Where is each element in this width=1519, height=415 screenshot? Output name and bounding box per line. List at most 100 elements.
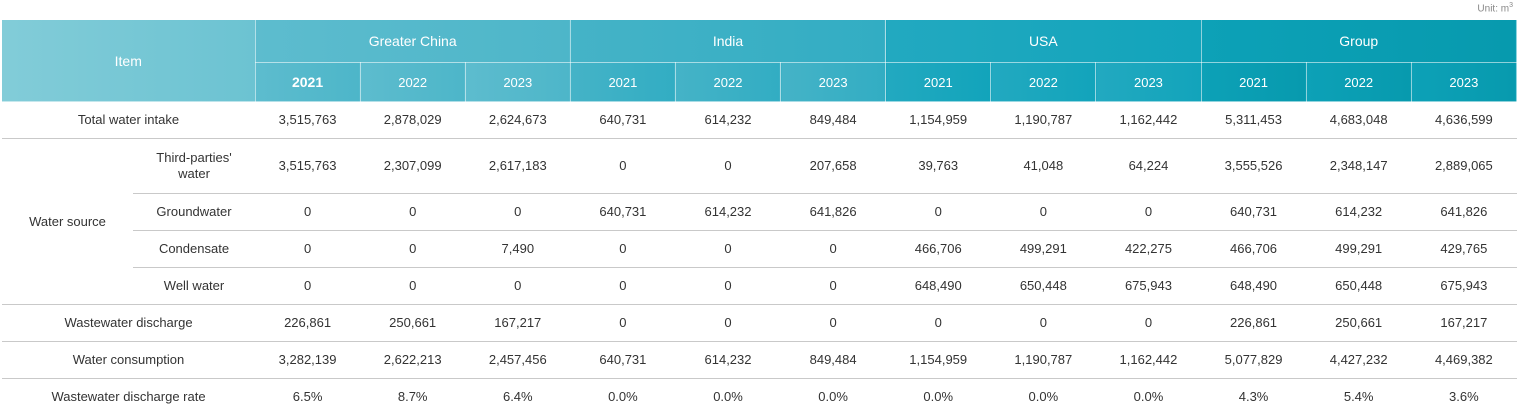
table-cell: 207,658 bbox=[781, 139, 886, 194]
header-region-india: India bbox=[570, 20, 885, 63]
header-year: 2023 bbox=[465, 63, 570, 102]
table-cell: 4,427,232 bbox=[1306, 342, 1411, 379]
table-cell: 614,232 bbox=[675, 194, 780, 231]
table-cell: 0.0% bbox=[1096, 379, 1201, 415]
table-cell: 4,683,048 bbox=[1306, 102, 1411, 139]
table-cell: 39,763 bbox=[886, 139, 991, 194]
table-cell: 1,190,787 bbox=[991, 102, 1096, 139]
table-cell: 3,515,763 bbox=[255, 139, 360, 194]
table-cell: 2,457,456 bbox=[465, 342, 570, 379]
row-label: Wastewater discharge rate bbox=[2, 379, 255, 415]
unit-label: Unit: m3 bbox=[1477, 2, 1513, 14]
header-year: 2021 bbox=[886, 63, 991, 102]
row-label: Wastewater discharge bbox=[2, 305, 255, 342]
table-cell: 0 bbox=[570, 231, 675, 268]
table-cell: 250,661 bbox=[360, 305, 465, 342]
header-year: 2022 bbox=[1306, 63, 1411, 102]
table-cell: 0 bbox=[570, 268, 675, 305]
header-year: 2023 bbox=[1096, 63, 1201, 102]
table-cell: 2,622,213 bbox=[360, 342, 465, 379]
table-cell: 2,624,673 bbox=[465, 102, 570, 139]
row-label: Water consumption bbox=[2, 342, 255, 379]
row-label: Third-parties' water bbox=[133, 139, 255, 194]
table-cell: 1,162,442 bbox=[1096, 342, 1201, 379]
table-cell: 0.0% bbox=[991, 379, 1096, 415]
row-label: Condensate bbox=[133, 231, 255, 268]
table-cell: 4,469,382 bbox=[1411, 342, 1516, 379]
table-cell: 849,484 bbox=[781, 342, 886, 379]
table-cell: 167,217 bbox=[465, 305, 570, 342]
table-cell: 5.4% bbox=[1306, 379, 1411, 415]
table-cell: 0 bbox=[675, 139, 780, 194]
table-cell: 0 bbox=[465, 194, 570, 231]
header-year: 2021 bbox=[255, 63, 360, 102]
header-year: 2022 bbox=[675, 63, 780, 102]
table-cell: 640,731 bbox=[570, 194, 675, 231]
table-cell: 0 bbox=[781, 231, 886, 268]
table-cell: 640,731 bbox=[570, 102, 675, 139]
table-cell: 1,190,787 bbox=[991, 342, 1096, 379]
table-cell: 499,291 bbox=[991, 231, 1096, 268]
header-region-greater-china: Greater China bbox=[255, 20, 570, 63]
table-cell: 648,490 bbox=[1201, 268, 1306, 305]
table-cell: 0.0% bbox=[886, 379, 991, 415]
table-cell: 650,448 bbox=[1306, 268, 1411, 305]
table-cell: 2,617,183 bbox=[465, 139, 570, 194]
water-data-table: Item Greater China India USA Group 2021 … bbox=[2, 20, 1517, 415]
table-cell: 0 bbox=[255, 231, 360, 268]
table-cell: 0 bbox=[886, 194, 991, 231]
table-cell: 0 bbox=[360, 231, 465, 268]
header-region-group: Group bbox=[1201, 20, 1517, 63]
table-cell: 2,878,029 bbox=[360, 102, 465, 139]
table-cell: 0.0% bbox=[570, 379, 675, 415]
table-cell: 0 bbox=[465, 268, 570, 305]
table-cell: 675,943 bbox=[1096, 268, 1201, 305]
table-cell: 0 bbox=[675, 268, 780, 305]
table-cell: 8.7% bbox=[360, 379, 465, 415]
table-cell: 648,490 bbox=[886, 268, 991, 305]
table-cell: 466,706 bbox=[1201, 231, 1306, 268]
table-cell: 614,232 bbox=[675, 342, 780, 379]
table-cell: 0 bbox=[1096, 194, 1201, 231]
table-cell: 0 bbox=[675, 231, 780, 268]
table-cell: 41,048 bbox=[991, 139, 1096, 194]
table-cell: 4.3% bbox=[1201, 379, 1306, 415]
header-year: 2021 bbox=[570, 63, 675, 102]
table-cell: 0.0% bbox=[675, 379, 780, 415]
row-group-label: Water source bbox=[2, 139, 133, 305]
table-cell: 0 bbox=[991, 194, 1096, 231]
table-cell: 3.6% bbox=[1411, 379, 1516, 415]
table-cell: 650,448 bbox=[991, 268, 1096, 305]
table-cell: 3,555,526 bbox=[1201, 139, 1306, 194]
table-cell: 2,307,099 bbox=[360, 139, 465, 194]
table-cell: 0 bbox=[570, 305, 675, 342]
table-row: Wastewater discharge rate 6.5%8.7%6.4%0.… bbox=[2, 379, 1517, 415]
table-cell: 226,861 bbox=[255, 305, 360, 342]
table-cell: 0 bbox=[255, 268, 360, 305]
table-cell: 641,826 bbox=[1411, 194, 1516, 231]
table-cell: 7,490 bbox=[465, 231, 570, 268]
table-cell: 6.5% bbox=[255, 379, 360, 415]
row-label: Groundwater bbox=[133, 194, 255, 231]
table-cell: 226,861 bbox=[1201, 305, 1306, 342]
row-label: Total water intake bbox=[2, 102, 255, 139]
table-cell: 429,765 bbox=[1411, 231, 1516, 268]
header-year: 2023 bbox=[781, 63, 886, 102]
table-cell: 3,515,763 bbox=[255, 102, 360, 139]
table-cell: 0 bbox=[360, 268, 465, 305]
header-year: 2022 bbox=[360, 63, 465, 102]
header-region-usa: USA bbox=[886, 20, 1201, 63]
header-year: 2022 bbox=[991, 63, 1096, 102]
table-cell: 466,706 bbox=[886, 231, 991, 268]
table-cell: 0 bbox=[781, 268, 886, 305]
table-cell: 0 bbox=[991, 305, 1096, 342]
table-cell: 1,162,442 bbox=[1096, 102, 1201, 139]
table-cell: 5,311,453 bbox=[1201, 102, 1306, 139]
table-cell: 0 bbox=[570, 139, 675, 194]
table-cell: 640,731 bbox=[1201, 194, 1306, 231]
table-cell: 1,154,959 bbox=[886, 342, 991, 379]
table-cell: 0 bbox=[886, 305, 991, 342]
